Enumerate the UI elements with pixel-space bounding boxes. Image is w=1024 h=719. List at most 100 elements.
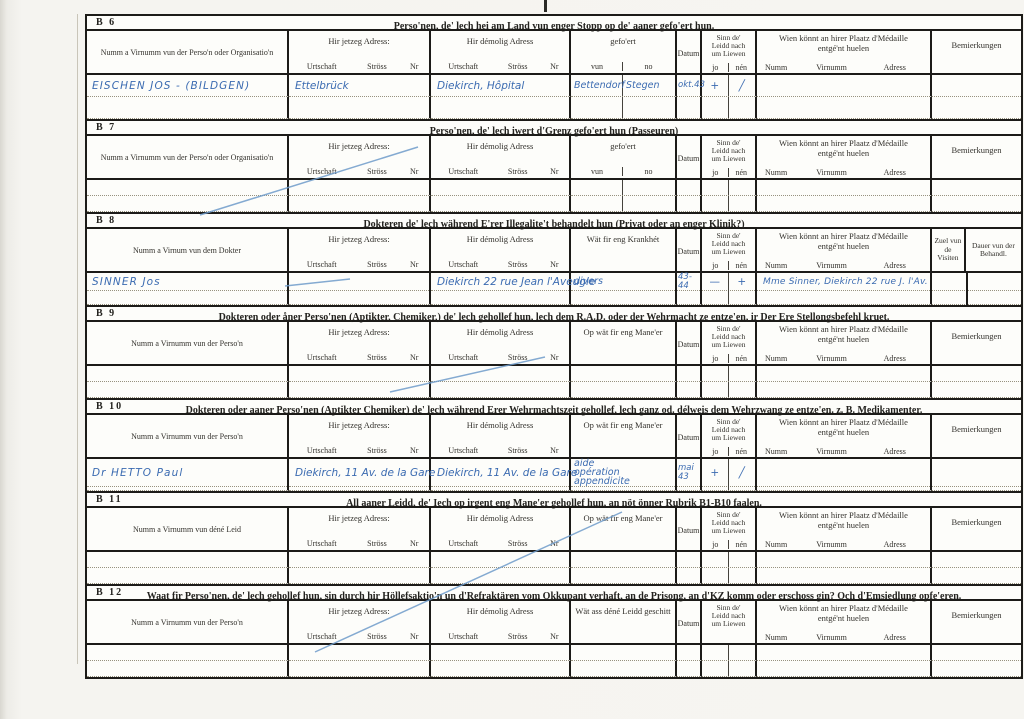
jo-label: jo bbox=[703, 261, 729, 270]
column-headers: Numm a Virnum vun dem Dokter Hir jetzeg … bbox=[87, 229, 1021, 273]
cell-detail bbox=[571, 645, 677, 661]
cell-medal bbox=[757, 661, 932, 677]
former-address-label: Hir démolig Adress bbox=[466, 36, 534, 46]
current-address-label: Hir jetzeg Adress: bbox=[328, 36, 390, 46]
column-header-current-address: Hir jetzeg Adress: Urtschaft Ströss Nr bbox=[289, 601, 431, 643]
urtschaft-label: Urtschaft bbox=[448, 632, 479, 641]
address-sublabels: Urtschaft Ströss Nr bbox=[432, 537, 568, 549]
cell-name bbox=[87, 552, 289, 568]
alive-label-line3: um Liewen bbox=[711, 154, 746, 163]
column-headers: Numm a Virnumm vun der Perso'n Hir jetze… bbox=[87, 322, 1021, 366]
nen-label: nén bbox=[735, 540, 748, 549]
handwritten-no-mark: ╱ bbox=[738, 466, 745, 479]
medal-sublabels: Numm Virnumm Adress bbox=[758, 630, 929, 642]
medal-label-line1: Wien könnt an hirer Plaatz d'Médaille bbox=[779, 603, 908, 613]
column-header-former-address: Hir démolig Adress Urtschaft Ströss Nr bbox=[431, 508, 571, 550]
nr-label: Nr bbox=[550, 353, 559, 362]
column-header-alive: Sinn de' Leidd nach um Liewen jo nén bbox=[702, 322, 757, 364]
section-title: Dokteren oder åner Perso'nen (Aptikter, … bbox=[218, 312, 890, 323]
cell-detail bbox=[571, 289, 677, 305]
name-header-label: Numm a Virnumm vun der Perso'n oder Orga… bbox=[100, 152, 274, 162]
data-row-1: Dr HETTO Paul Diekirch, 11 Av. de la Gar… bbox=[87, 459, 1021, 487]
section-code: B 10 bbox=[96, 401, 124, 412]
handwritten-yes-mark: + bbox=[702, 459, 729, 486]
address-sublabels: Urtschaft Ströss Nr bbox=[432, 444, 568, 456]
adress-label: Adress bbox=[883, 261, 906, 270]
cell-medal bbox=[757, 289, 932, 305]
handwritten-no-mark bbox=[729, 661, 756, 676]
cell-former-address bbox=[431, 568, 571, 584]
cell-name bbox=[87, 645, 289, 661]
former-address-label: Hir démolig Adress bbox=[466, 141, 534, 151]
medal-label-line1: Wien könnt an hirer Plaatz d'Médaille bbox=[779, 231, 908, 241]
cell-alive bbox=[702, 366, 757, 382]
handwritten-no-mark bbox=[729, 552, 756, 567]
section-code: B 8 bbox=[96, 215, 117, 226]
column-header-current-address: Hir jetzeg Adress: Urtschaft Ströss Nr bbox=[289, 322, 431, 364]
column-header-alive: Sinn de' Leidd nach um Liewen jo nén bbox=[702, 229, 757, 271]
detail-sublabels: vun no bbox=[572, 60, 674, 72]
alive-label-line1: Sinn de' bbox=[716, 510, 741, 519]
numm-label: Numm bbox=[765, 261, 788, 270]
jo-label: jo bbox=[703, 63, 729, 72]
column-header-remarks: Bemierkungen bbox=[932, 322, 1021, 364]
alive-label-line1: Sinn de' bbox=[716, 324, 741, 333]
handwritten-no-mark: ╱ bbox=[738, 79, 745, 92]
section-title-bar: B 6 Perso'nen, de' lech hei am Land vun e… bbox=[87, 16, 1021, 32]
current-address-label: Hir jetzeg Adress: bbox=[328, 606, 390, 616]
cell-detail: Bettendorf Stegen bbox=[571, 75, 677, 97]
column-headers: Numm a Virnumm vun der Perso'n Hir jetze… bbox=[87, 415, 1021, 459]
medal-sublabels: Numm Virnumm Adress bbox=[758, 444, 929, 456]
former-address-label: Hir démolig Adress bbox=[466, 513, 534, 523]
name-header-label: Numm a Virnumm vun der Perso'n oder Orga… bbox=[100, 47, 274, 57]
urtschaft-label: Urtschaft bbox=[306, 260, 337, 269]
detail-sublabels bbox=[572, 444, 674, 456]
cell-alive bbox=[702, 568, 757, 584]
cell-name: EISCHEN JOS - (BILDGEN) bbox=[87, 75, 289, 97]
handwritten-yes-mark bbox=[702, 289, 729, 304]
cell-current-address bbox=[289, 382, 431, 398]
column-header-name: Numm a Virnumm vun der Perso'n oder Orga… bbox=[87, 136, 289, 178]
cell-remarks bbox=[932, 552, 1021, 568]
detail-column-label: Wät fir eng Krankhét bbox=[586, 234, 660, 244]
column-header-former-address: Hir démolig Adress Urtschaft Ströss Nr bbox=[431, 136, 571, 178]
cell-alive bbox=[702, 180, 757, 196]
urtschaft-label: Urtschaft bbox=[448, 539, 479, 548]
nr-label: Nr bbox=[409, 632, 419, 641]
nen-label: nén bbox=[735, 63, 748, 72]
urtschaft-label: Urtschaft bbox=[448, 353, 479, 362]
column-header-date: Datum bbox=[677, 322, 702, 364]
handwritten-former-address: Diekirch 22 rue Jean l'Aveugle bbox=[437, 275, 596, 288]
handwritten-detail-b: Stegen bbox=[626, 80, 660, 91]
stross-label: Ströss bbox=[367, 260, 387, 269]
cell-former-address: Diekirch, 11 Av. de la Gare bbox=[431, 459, 577, 487]
remarks-label: Bemierkungen bbox=[951, 145, 1002, 155]
column-header-current-address: Hir jetzeg Adress: Urtschaft Ströss Nr bbox=[289, 415, 431, 457]
urtschaft-label: Urtschaft bbox=[306, 539, 337, 548]
numm-label: Numm bbox=[765, 63, 788, 72]
jo-label: jo bbox=[703, 447, 729, 456]
cell-medal bbox=[757, 366, 932, 382]
column-header-name: Numm a Virnumm vun der Perso'n bbox=[87, 601, 289, 643]
column-header-former-address: Hir démolig Adress Urtschaft Ströss Nr bbox=[431, 415, 571, 457]
current-address-label: Hir jetzeg Adress: bbox=[328, 327, 390, 337]
cell-date bbox=[677, 382, 702, 398]
urtschaft-label: Urtschaft bbox=[306, 353, 337, 362]
jo-label: jo bbox=[703, 354, 729, 363]
handwritten-name: EISCHEN JOS - (BILDGEN) bbox=[92, 79, 251, 92]
virnumm-label: Virnumm bbox=[816, 354, 847, 363]
handwritten-yes-mark bbox=[702, 180, 729, 195]
stross-label: Ströss bbox=[367, 167, 387, 176]
handwritten-yes-mark bbox=[702, 552, 729, 567]
remarks-label: Bemierkungen bbox=[951, 424, 1002, 434]
urtschaft-label: Urtschaft bbox=[448, 62, 479, 71]
medal-label: Wien könnt an hirer Plaatz d'Médaille en… bbox=[758, 417, 929, 437]
data-row-2 bbox=[87, 661, 1021, 677]
former-address-label: Hir démolig Adress bbox=[466, 606, 534, 616]
column-header-current-address: Hir jetzeg Adress: Urtschaft Ströss Nr bbox=[289, 508, 431, 550]
data-row-1: EISCHEN JOS - (BILDGEN) Ettelbrück Dieki… bbox=[87, 75, 1021, 97]
handwritten-yes-mark bbox=[702, 475, 729, 490]
medal-label-line2: entgé'nt huelen bbox=[817, 333, 870, 344]
name-header-label: Numm a Virnumm vun déné Leid bbox=[132, 524, 242, 534]
handwritten-no-mark bbox=[729, 97, 756, 118]
